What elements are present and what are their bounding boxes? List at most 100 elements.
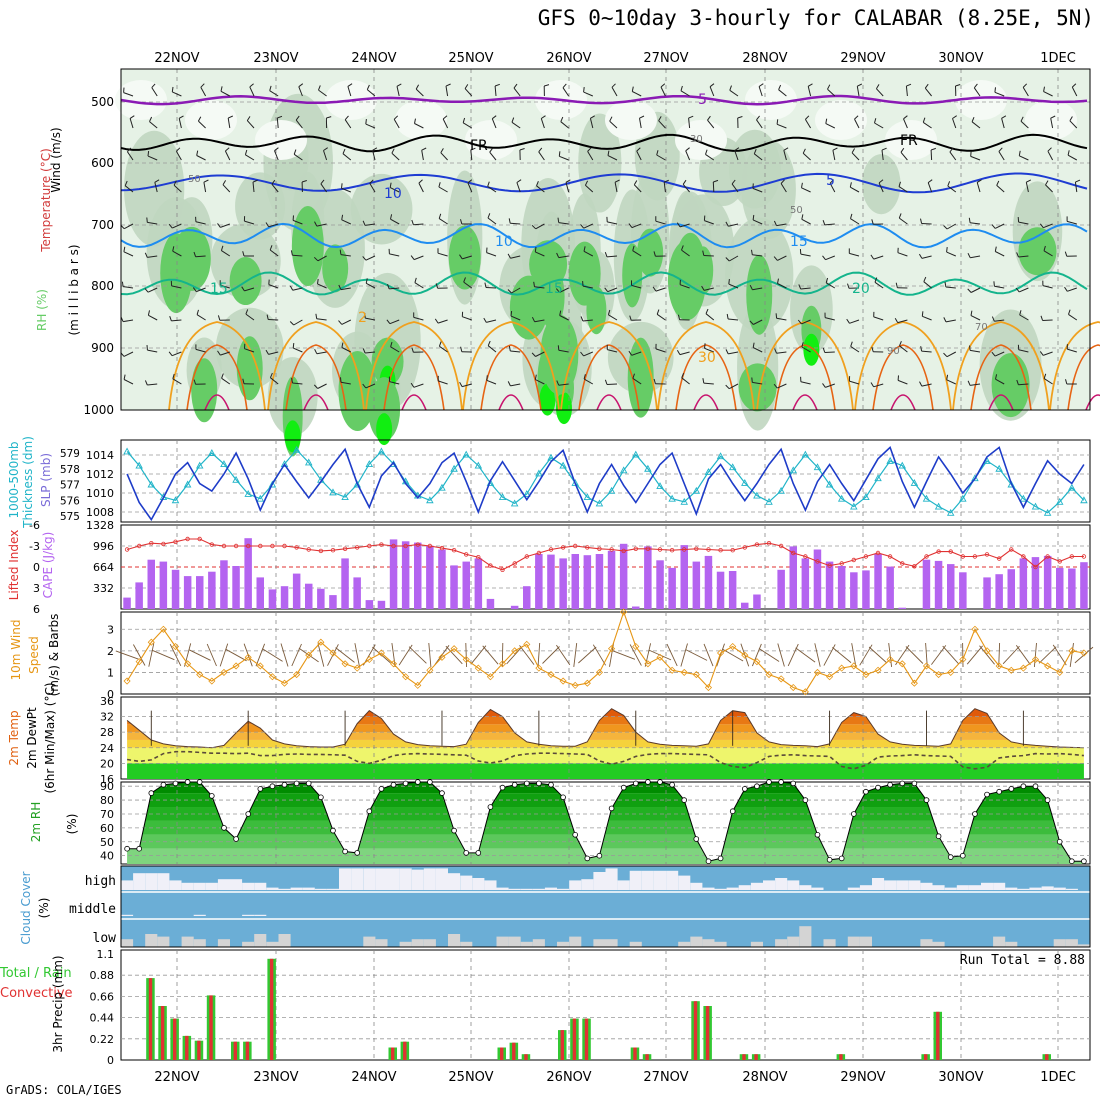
rh-shade-white (465, 120, 517, 160)
wind-barb-feather (903, 115, 908, 120)
temp-contour-10 (120, 222, 1088, 249)
cape-bar (208, 571, 216, 609)
cape-ylabel-cape: CAPE (J/kg) (41, 532, 55, 599)
wind-barb (486, 252, 497, 257)
cape-tick-label: 996 (93, 540, 114, 553)
cape-bar (753, 594, 761, 609)
lifted-index-marker (258, 543, 263, 549)
wind-barb (752, 347, 763, 353)
precip-convective-bar (500, 1047, 504, 1060)
wind-barb-feather (460, 219, 463, 225)
wind-barb (607, 287, 618, 293)
lifted-index-marker (149, 541, 154, 546)
wind-barb-feather (660, 83, 666, 88)
wind10-speed-marker (632, 642, 640, 651)
wind10-barb (1052, 644, 1067, 666)
lifted-index-marker (476, 555, 481, 560)
wind-barb (510, 383, 521, 387)
wind-barb (390, 346, 400, 353)
wind10-speed-marker (147, 638, 155, 646)
thickness-marker (341, 493, 349, 501)
rh-marker (439, 790, 445, 796)
wind-barb (899, 345, 908, 353)
slp-line (126, 445, 1085, 522)
wind-barb-feather (221, 373, 224, 379)
li-tick-label: 6 (33, 603, 40, 616)
precip-convective-bar (524, 1054, 528, 1060)
cloud-high-bar (1017, 888, 1030, 890)
wind-barb-feather (144, 288, 149, 293)
cloud-low-bar (847, 936, 860, 947)
wind-barb-feather (783, 147, 789, 151)
cloud-low-bar (157, 936, 170, 947)
wind-barb-feather (1001, 115, 1007, 119)
wind-barb (973, 87, 981, 97)
wind-barb (558, 255, 569, 259)
wind-barb-feather (507, 289, 512, 294)
wind-barb-feather (315, 313, 318, 319)
wind-barb (930, 149, 933, 161)
cape-bar (171, 569, 180, 609)
lifted-index-marker (548, 547, 554, 552)
wind-barb (292, 382, 303, 385)
wind-barb-feather (1045, 180, 1049, 186)
rh-marker (354, 850, 361, 856)
lifted-index-marker (173, 539, 178, 544)
wind-barb-feather (1016, 379, 1019, 385)
wind-barb (800, 253, 811, 257)
cape-bar (329, 595, 337, 609)
rh-marker (741, 786, 748, 792)
temp-contour-20 (657, 321, 755, 411)
cloud-high-bar (884, 880, 897, 890)
wind10-speed-marker (305, 651, 313, 659)
wind-barb (148, 314, 158, 321)
wind-barb (175, 151, 182, 161)
wind-barb (268, 223, 279, 228)
lifted-index-marker (488, 563, 493, 568)
wind-barb-feather (508, 218, 511, 224)
wind-barb (173, 184, 182, 193)
wind-barb-feather (920, 218, 923, 224)
thickness-marker (304, 458, 313, 466)
wind-barb (372, 150, 376, 161)
cloud-high-bar (520, 888, 533, 890)
wind-barb (921, 350, 932, 353)
wind-barb-feather (144, 380, 148, 386)
cloud-high-bar (484, 880, 497, 890)
wind-barb (292, 254, 303, 257)
lifted-index-marker (791, 550, 796, 556)
wind10-barb (354, 643, 360, 667)
wind-barb (753, 153, 763, 161)
cape-bar (728, 571, 737, 609)
wind-barb (123, 92, 134, 97)
rh-marker (935, 833, 942, 839)
temp-contour-30 (303, 394, 329, 411)
wind-barb (486, 319, 497, 323)
wind-barb (752, 381, 763, 385)
wind-barb-feather (556, 380, 560, 386)
wind-barb-feather (943, 225, 948, 230)
cloud-low-bar (750, 941, 763, 947)
precip-tick-label: 0 (107, 1054, 114, 1067)
temp-band (127, 763, 1084, 779)
wind-barb-feather (725, 349, 729, 355)
cloud-high-bar (193, 882, 206, 890)
wind-barb (922, 315, 932, 321)
lifted-index-marker (803, 554, 808, 559)
temp-contour-minus5 (120, 94, 1088, 106)
thickness-marker (922, 494, 931, 502)
temp-contour-30 (498, 394, 524, 411)
wind-barb-feather (168, 351, 173, 357)
wind-barb-feather (1047, 147, 1052, 152)
wind-barb (246, 120, 255, 129)
wind-barb (704, 347, 714, 353)
wind-barb-feather (967, 252, 971, 258)
lifted-index-marker (948, 549, 953, 554)
thickness-marker (656, 482, 664, 490)
thickness-marker (874, 474, 882, 482)
wind-barb (558, 383, 569, 386)
wind-barb (123, 379, 134, 385)
wind-barb (147, 287, 158, 293)
rh-marker (475, 850, 482, 856)
wind-barb-feather (614, 179, 620, 183)
